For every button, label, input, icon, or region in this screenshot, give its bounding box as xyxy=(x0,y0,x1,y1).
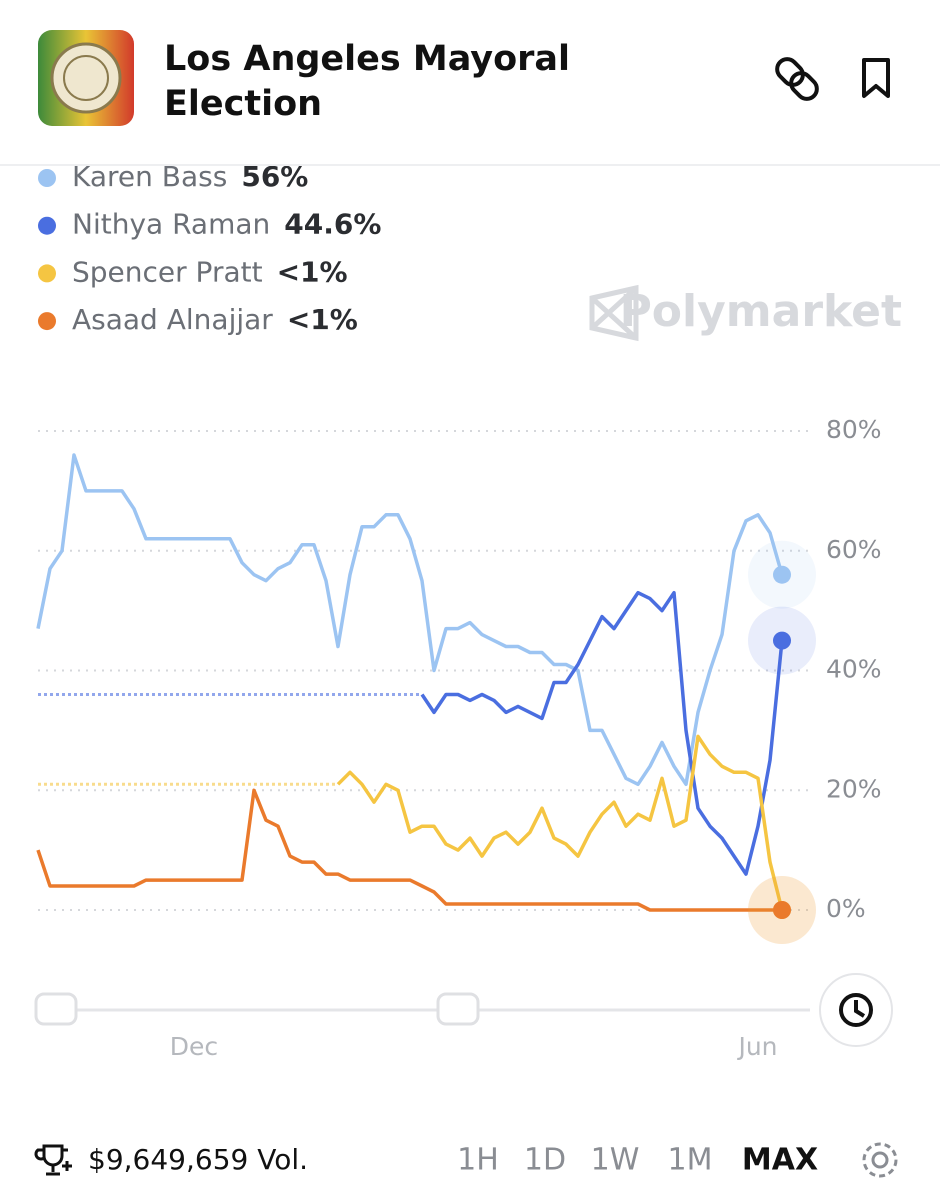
y-tick-label: 60% xyxy=(826,535,882,564)
legend-value: <1% xyxy=(277,255,348,288)
watermark: Polymarket xyxy=(620,286,902,337)
series-line xyxy=(36,788,782,912)
history-button[interactable] xyxy=(819,973,893,1047)
settings-button[interactable] xyxy=(862,1142,898,1178)
x-tick-label: Jun xyxy=(736,1032,777,1061)
range-button[interactable]: MAX xyxy=(742,1143,818,1178)
volume: $9,649,659 Vol. xyxy=(88,1143,308,1176)
legend-dot xyxy=(38,216,56,235)
legend: Karen Bass 56%Nithya Raman 44.6%Spencer Pr… xyxy=(38,160,381,336)
range-button[interactable]: 1M xyxy=(668,1143,713,1178)
y-tick-label: 20% xyxy=(826,774,882,803)
header-bg xyxy=(0,0,940,165)
legend-dot xyxy=(38,169,56,187)
range-button[interactable]: 1D xyxy=(524,1143,566,1178)
range-buttons: 1H 1D 1W 1M MAX xyxy=(457,1143,818,1178)
watermark-logo xyxy=(589,284,639,342)
link-button[interactable] xyxy=(773,55,821,103)
legend-value: 44.6% xyxy=(284,208,381,241)
y-tick-label: 0% xyxy=(826,894,866,923)
seal-inner xyxy=(63,55,109,101)
legend-name: Asaad Alnajjar xyxy=(72,303,273,336)
legend-dot xyxy=(38,312,56,331)
trophy-icon xyxy=(34,1144,72,1176)
range-button[interactable]: 1H xyxy=(457,1143,499,1178)
bookmark-button[interactable] xyxy=(862,58,890,98)
y-tick-label: 80% xyxy=(826,415,882,444)
end-dot xyxy=(773,565,791,584)
slider-handle[interactable] xyxy=(436,992,480,1026)
series-line xyxy=(36,453,784,787)
series-line xyxy=(336,734,784,911)
x-tick-label: Dec xyxy=(170,1032,218,1061)
legend-dot xyxy=(38,264,56,283)
end-dot xyxy=(773,901,791,919)
title: Election xyxy=(164,84,322,124)
range-button[interactable]: 1W xyxy=(591,1143,640,1178)
legend-name: Nithya Raman xyxy=(72,208,270,241)
y-tick-label: 40% xyxy=(826,655,882,684)
seal xyxy=(50,42,122,114)
chart: 0% 20% 40% 60% 80% Dec Jun xyxy=(36,415,882,1061)
legend-value: <1% xyxy=(287,303,358,336)
title: Los Angeles Mayoral xyxy=(164,39,570,79)
end-dot xyxy=(773,631,791,650)
slider-handle[interactable] xyxy=(34,992,78,1026)
series-line xyxy=(420,590,784,876)
legend-name: Spencer Pratt xyxy=(72,255,263,288)
